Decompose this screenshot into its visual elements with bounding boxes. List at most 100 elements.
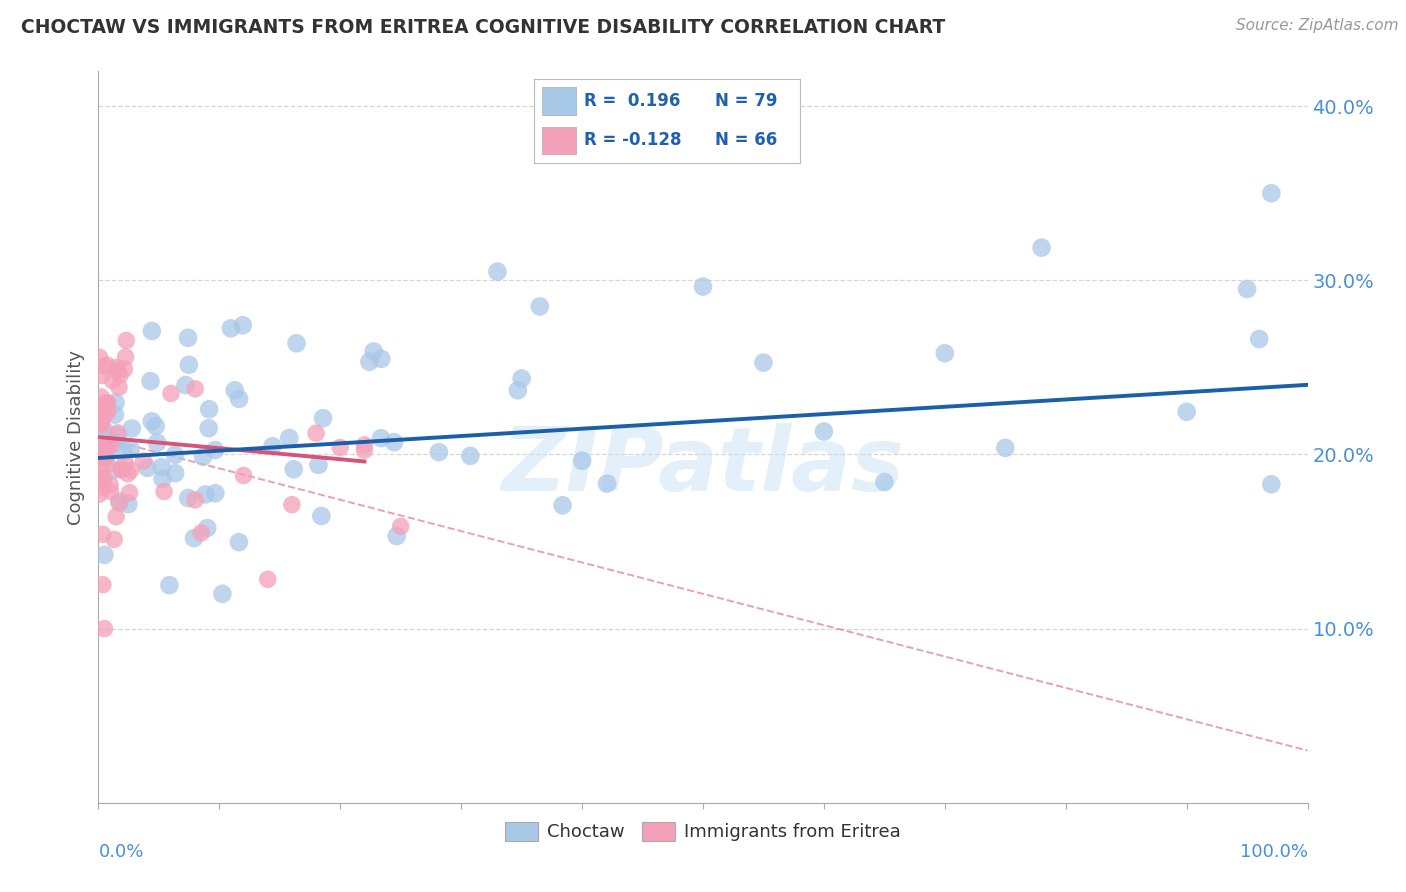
Point — [117, 467, 139, 481]
Point — [118, 485, 141, 500]
Point — [132, 454, 155, 468]
Point — [190, 525, 212, 540]
Point — [308, 458, 330, 472]
Point — [108, 496, 131, 510]
Point — [191, 450, 214, 464]
Point — [117, 497, 139, 511]
Point — [183, 531, 205, 545]
Point — [89, 351, 111, 365]
Point — [150, 460, 173, 475]
Point — [370, 431, 392, 445]
Point — [363, 344, 385, 359]
Point — [97, 404, 120, 418]
Point — [195, 521, 218, 535]
Point — [139, 374, 162, 388]
Point — [112, 444, 135, 458]
Point — [96, 439, 118, 453]
Point — [219, 321, 242, 335]
Point — [108, 494, 131, 508]
Point — [114, 350, 136, 364]
Point — [91, 577, 114, 591]
Point — [103, 436, 125, 450]
Point — [97, 434, 120, 448]
Point — [177, 491, 200, 505]
Point — [198, 402, 221, 417]
Point — [120, 442, 142, 456]
Point — [107, 429, 129, 443]
Point — [382, 435, 405, 450]
Point — [385, 529, 408, 543]
Point — [278, 431, 301, 445]
Point — [108, 368, 131, 383]
Point — [94, 438, 117, 452]
Point — [93, 408, 115, 422]
Point — [228, 535, 250, 549]
Point — [98, 477, 121, 491]
Point — [1260, 477, 1282, 491]
Point — [90, 418, 112, 433]
Legend: Choctaw, Immigrants from Eritrea: Choctaw, Immigrants from Eritrea — [498, 814, 908, 848]
Point — [104, 395, 127, 409]
Point — [1175, 405, 1198, 419]
Point — [329, 441, 352, 455]
Point — [89, 471, 111, 485]
Point — [197, 421, 219, 435]
Point — [1236, 282, 1258, 296]
Point — [91, 450, 114, 465]
Text: 0.0%: 0.0% — [98, 843, 143, 861]
Point — [596, 476, 619, 491]
Point — [177, 331, 200, 345]
Point — [224, 384, 246, 398]
Point — [359, 355, 381, 369]
Point — [91, 476, 114, 491]
Point — [121, 421, 143, 435]
Point — [94, 450, 117, 464]
Point — [1249, 332, 1271, 346]
Point — [93, 622, 115, 636]
Point — [256, 572, 278, 586]
Point — [165, 466, 187, 480]
Point — [96, 397, 118, 411]
Point — [1260, 186, 1282, 201]
Point — [571, 454, 593, 468]
Point — [93, 548, 115, 562]
Point — [91, 472, 114, 486]
Point — [389, 519, 412, 533]
Point — [174, 378, 197, 392]
Text: 100.0%: 100.0% — [1240, 843, 1308, 861]
Point — [94, 359, 117, 374]
Point — [136, 461, 159, 475]
Point — [752, 356, 775, 370]
Point — [153, 484, 176, 499]
Point — [194, 487, 217, 501]
Point — [94, 396, 117, 410]
Point — [93, 424, 115, 438]
Point — [96, 458, 118, 472]
Point — [204, 443, 226, 458]
Point — [1031, 241, 1053, 255]
Point — [97, 358, 120, 372]
Point — [107, 425, 129, 440]
Point — [184, 382, 207, 396]
Point — [90, 415, 112, 429]
Point — [312, 411, 335, 425]
Point — [551, 499, 574, 513]
Point — [105, 360, 128, 375]
Point — [232, 318, 254, 333]
Point — [89, 416, 111, 430]
Point — [89, 462, 111, 476]
Point — [311, 508, 333, 523]
Point — [211, 587, 233, 601]
Point — [94, 406, 117, 420]
Point — [146, 435, 169, 450]
Point — [152, 472, 174, 486]
Text: ZIPatlas: ZIPatlas — [502, 423, 904, 510]
Text: CHOCTAW VS IMMIGRANTS FROM ERITREA COGNITIVE DISABILITY CORRELATION CHART: CHOCTAW VS IMMIGRANTS FROM ERITREA COGNI… — [21, 18, 945, 37]
Point — [283, 462, 305, 476]
Point — [101, 374, 124, 388]
Point — [93, 471, 115, 485]
Point — [177, 358, 200, 372]
Point — [90, 413, 112, 427]
Point — [96, 448, 118, 462]
Point — [89, 446, 111, 460]
